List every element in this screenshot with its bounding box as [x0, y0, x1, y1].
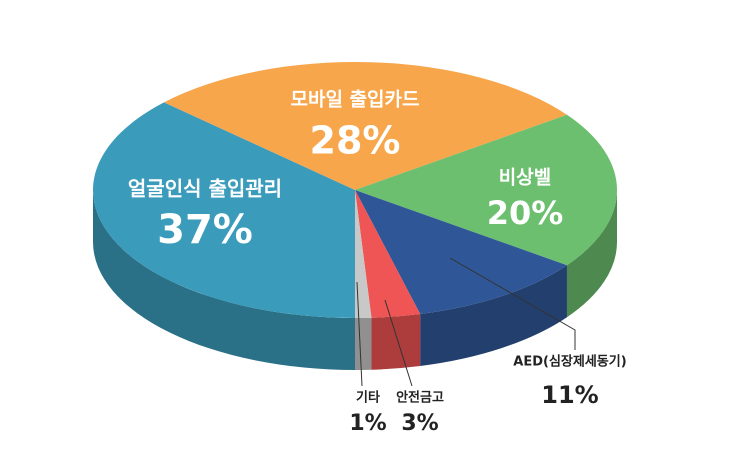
value-label: 1%: [349, 411, 386, 436]
pie-slice: [355, 190, 421, 318]
value-label: 20%: [487, 194, 564, 232]
leader-line: [356, 281, 363, 387]
pie-side: [93, 190, 355, 370]
pie-slice: [164, 62, 567, 190]
pie-side: [371, 313, 421, 370]
pie-side: [355, 317, 372, 370]
slice-label: AED(심장제세동기): [513, 354, 626, 370]
pie-slice: [355, 190, 567, 314]
leader-line: [449, 257, 576, 350]
slice-label: 안전금고: [396, 390, 444, 406]
pie-slice: [93, 102, 355, 319]
pie-slice: [355, 114, 618, 266]
leader-line: [384, 299, 413, 387]
slice-label: 기타: [356, 390, 380, 406]
slice-label: 모바일 출입카드: [291, 89, 420, 111]
value-label: 28%: [310, 119, 401, 163]
pie-slice: [355, 190, 372, 318]
pie-side: [566, 190, 617, 318]
pie-side: [420, 265, 567, 366]
slice-label: 비상벨: [499, 167, 551, 189]
slice-label: 얼굴인식 출입관리: [128, 177, 282, 201]
value-label: 3%: [401, 411, 438, 436]
value-label: 37%: [157, 207, 253, 253]
value-label: 11%: [541, 381, 598, 409]
